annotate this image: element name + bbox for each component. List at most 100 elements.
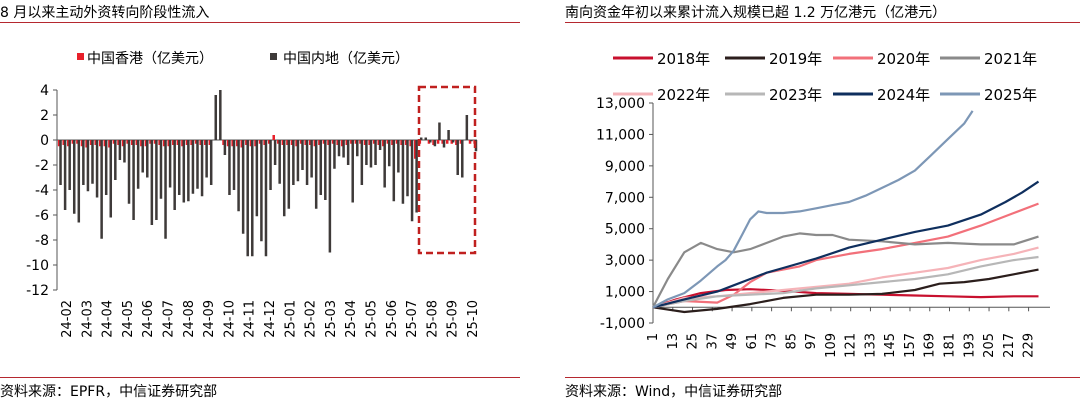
- bar-mainland: [324, 140, 327, 200]
- bar-hk: [290, 140, 294, 145]
- highlight-box: [417, 85, 477, 255]
- right-chart-source: 资料来源：Wind，中信证券研究部: [565, 384, 783, 400]
- bar-mainland: [205, 140, 208, 178]
- series-line-2020年: [652, 202, 1039, 309]
- bar-mainland: [292, 140, 295, 185]
- left-x-tick-label: 24-12: [263, 300, 278, 338]
- right-y-tick-label: 7,000: [605, 190, 645, 206]
- bar-mainland: [82, 140, 85, 185]
- bar-hk: [414, 140, 417, 159]
- bar-mainland: [168, 140, 172, 188]
- series-line-2025年: [652, 110, 974, 309]
- bar-mainland: [392, 140, 396, 202]
- bar-hk: [245, 140, 248, 145]
- right-x-tick-label: 97: [804, 333, 819, 350]
- bar-hk: [459, 140, 463, 144]
- left-x-tick-label: 24-07: [162, 300, 177, 338]
- bar-hk: [445, 140, 449, 144]
- bar-mainland: [365, 140, 368, 165]
- bar-mainland: [401, 140, 405, 204]
- right-y-tick-label: 5,000: [605, 222, 645, 238]
- bar-hk: [432, 140, 435, 145]
- bar-hk: [318, 140, 321, 145]
- bar-hk: [336, 140, 339, 145]
- bar-hk: [185, 140, 189, 145]
- left-x-tick-label: 24-06: [141, 300, 156, 338]
- bar-mainland: [100, 140, 103, 239]
- right-x-tick-label: 169: [923, 333, 938, 358]
- bar-hk: [135, 140, 139, 145]
- bar-mainland: [136, 140, 140, 189]
- right-chart-title: 南向资金年初以来累计流入规模已超 1.2 万亿港元（亿港元）: [565, 5, 947, 21]
- bar-mainland: [333, 140, 336, 169]
- series-line-2022年: [652, 246, 1039, 309]
- bar-mainland: [342, 140, 345, 158]
- bar-mainland: [182, 140, 186, 203]
- legend-label-2025年: 2025年: [984, 86, 1037, 104]
- bar-mainland: [287, 140, 291, 209]
- bar-mainland: [429, 140, 432, 143]
- bar-hk: [382, 140, 385, 147]
- left-y-tick-label: -8: [35, 233, 49, 249]
- bar-mainland: [164, 140, 167, 239]
- bar-mainland: [305, 140, 309, 185]
- bar-mainland: [269, 140, 272, 190]
- left-y-tick-label: -10: [26, 258, 49, 274]
- bar-hk: [386, 140, 390, 144]
- bar-mainland: [419, 137, 423, 140]
- bar-mainland: [369, 140, 373, 168]
- bar-hk: [322, 140, 326, 144]
- right-x-tick-label: 229: [1022, 333, 1037, 358]
- bar-hk: [71, 140, 75, 144]
- bar-hk: [354, 140, 358, 144]
- legend-label-2024年: 2024年: [877, 86, 930, 104]
- bar-mainland: [282, 140, 286, 217]
- bar-mainland: [159, 140, 163, 199]
- right-chart-panel: 南向资金年初以来累计流入规模已超 1.2 万亿港元（亿港元） 2018年 2019…: [565, 0, 1080, 401]
- bar-mainland: [246, 140, 249, 257]
- bar-hk: [331, 140, 335, 144]
- bar-mainland: [219, 90, 222, 140]
- bar-mainland: [237, 140, 240, 212]
- bar-hk: [295, 140, 298, 147]
- bar-mainland: [123, 140, 126, 163]
- left-chart-source: 资料来源：EPFR，中信证券研究部: [0, 384, 218, 400]
- bar-mainland: [241, 140, 245, 234]
- left-x-tick-label: 25-04: [344, 300, 359, 338]
- bar-hk: [208, 140, 212, 145]
- left-y-tick-label: -4: [35, 183, 49, 199]
- bar-mainland: [465, 115, 469, 140]
- bar-mainland: [127, 140, 131, 204]
- right-bottom-rule: [565, 377, 1080, 378]
- bar-hk: [363, 140, 367, 145]
- bar-hk: [258, 140, 262, 144]
- bar-hk: [76, 140, 79, 144]
- bar-mainland: [301, 140, 304, 170]
- left-x-tick-label: 24-05: [121, 300, 136, 338]
- left-x-tick-label: 24-09: [202, 300, 217, 338]
- bar-hk: [450, 140, 454, 144]
- bar-mainland: [114, 140, 117, 180]
- right-x-tick-label: 85: [784, 333, 799, 350]
- bar-hk: [176, 140, 180, 145]
- right-x-tick-label: 157: [903, 333, 918, 358]
- bar-hk: [436, 140, 440, 144]
- bar-mainland: [72, 140, 76, 214]
- bar-mainland: [141, 140, 144, 173]
- legend-label-2023年: 2023年: [769, 86, 822, 104]
- bar-mainland: [424, 137, 428, 140]
- left-x-tick-label: 25-06: [385, 300, 400, 338]
- bar-mainland: [150, 140, 154, 225]
- bar-mainland: [374, 140, 377, 165]
- bar-hk: [112, 140, 116, 144]
- bar-hk: [130, 140, 134, 145]
- left-legend: 中国香港（亿美元） 中国内地（亿美元）: [77, 51, 409, 67]
- bar-mainland: [314, 140, 318, 209]
- bar-mainland: [86, 140, 90, 192]
- bar-hk: [99, 140, 102, 147]
- bar-hk: [153, 140, 157, 144]
- legend-label-2018年: 2018年: [657, 50, 710, 68]
- right-x-tick-label: 49: [725, 333, 740, 350]
- right-x-tick-label: 133: [863, 333, 878, 358]
- right-x-tick-label: 13: [666, 333, 681, 350]
